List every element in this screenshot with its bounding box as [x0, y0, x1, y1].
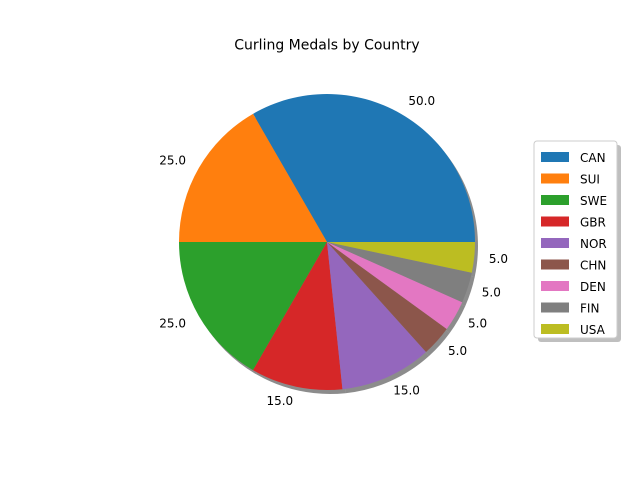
legend-label-chn: CHN: [580, 259, 606, 273]
value-label-sui: 25.0: [159, 154, 186, 168]
pie-slice-gbr: [253, 242, 343, 390]
legend-label-swe: SWE: [580, 194, 607, 208]
value-label-can: 50.0: [408, 94, 435, 108]
pie-slice-sui: [179, 113, 327, 242]
legend-label-nor: NOR: [580, 237, 607, 251]
value-label-chn: 5.0: [448, 344, 467, 358]
pie-value-labels: 50.025.025.015.015.05.05.05.05.0: [159, 94, 508, 408]
legend: CAN SUI SWE GBR NOR CHN DEN FIN USA: [533, 140, 621, 342]
legend-label-can: CAN: [580, 151, 606, 165]
pie-slice-chn: [327, 242, 447, 352]
legend-entries: CAN SUI SWE GBR NOR CHN DEN FIN USA: [541, 151, 607, 337]
value-label-usa: 5.0: [489, 252, 508, 266]
legend-swatch-den: [541, 281, 569, 291]
pie-slice-usa: [327, 242, 475, 273]
value-label-swe: 25.0: [159, 316, 186, 330]
legend-swatch-sui: [541, 173, 569, 184]
legend-label-usa: USA: [580, 323, 606, 337]
value-label-nor: 15.0: [393, 384, 420, 398]
legend-swatch-can: [541, 152, 569, 162]
legend-label-fin: FIN: [580, 302, 599, 316]
legend-swatch-usa: [541, 324, 569, 334]
pie-slice-swe: [179, 242, 327, 371]
legend-label-den: DEN: [580, 280, 606, 294]
pie-slice-fin: [327, 242, 472, 303]
pie-slice-can: [253, 93, 475, 242]
legend-swatch-swe: [541, 195, 569, 205]
chart-title: Curling Medals by Country: [234, 38, 419, 54]
pie-slices: [179, 93, 475, 390]
legend-label-sui: SUI: [580, 173, 600, 187]
pie-slice-nor: [327, 242, 427, 390]
legend-swatch-gbr: [541, 216, 569, 227]
legend-swatch-fin: [541, 302, 569, 313]
legend-swatch-chn: [541, 259, 569, 270]
value-label-gbr: 15.0: [266, 394, 293, 408]
value-label-fin: 5.0: [482, 285, 501, 299]
legend-label-gbr: GBR: [580, 216, 606, 230]
pie-slice-den: [327, 242, 463, 329]
legend-swatch-nor: [541, 238, 569, 248]
value-label-den: 5.0: [468, 316, 487, 330]
